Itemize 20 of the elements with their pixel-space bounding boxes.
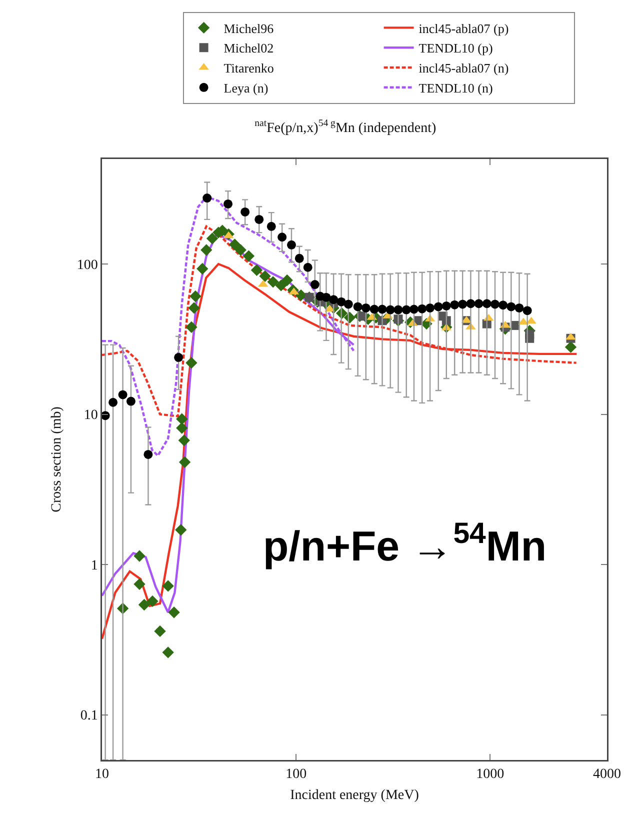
x-tick-label: 4000 <box>593 767 621 782</box>
y-tick-label: 1 <box>90 558 98 574</box>
x-tick-label: 10 <box>95 767 109 782</box>
legend-label: TENDL10 (n) <box>418 80 493 96</box>
legend-label: incl45-abla07 (p) <box>418 20 509 36</box>
y-axis-title: Cross section (mb) <box>50 406 65 512</box>
x-tick-label: 1000 <box>476 767 504 782</box>
x-tick-label: 100 <box>286 767 307 782</box>
annotation: p/n+Fe →$^{54}$Mn <box>263 517 547 570</box>
legend-label: Michel02 <box>224 40 274 56</box>
legend-label: Titarenko <box>224 60 274 76</box>
chart-title: $^{nat}$Fe(p/n,x)$^{54 g}$Mn (independent) <box>254 118 436 136</box>
legend-label: incl45-abla07 (n) <box>418 60 509 76</box>
y-tick-label: 100 <box>76 258 98 273</box>
y-tick-label: 10 <box>84 408 98 424</box>
legend-label: Leya (n) <box>224 80 268 96</box>
y-tick-label: 0.1 <box>80 708 98 724</box>
x-axis-title: Incident energy (MeV) <box>290 788 420 804</box>
legend-label: TENDL10 (p) <box>418 40 493 56</box>
legend-label: Michel96 <box>224 20 274 36</box>
